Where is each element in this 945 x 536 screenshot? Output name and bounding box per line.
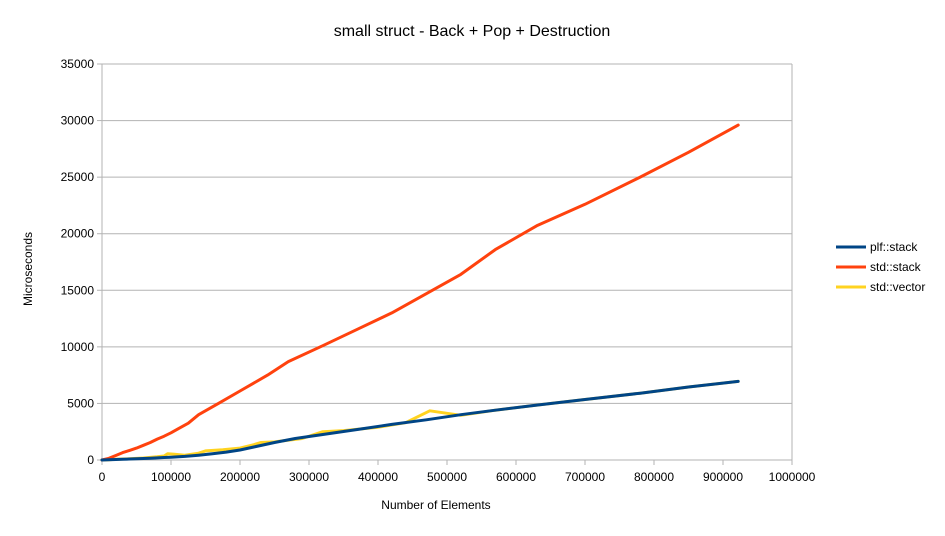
x-tick-label-0: 0 bbox=[99, 470, 106, 484]
x-tick-label-10: 1000000 bbox=[769, 470, 816, 484]
x-tick-label-8: 800000 bbox=[634, 470, 674, 484]
x-tick-label-3: 300000 bbox=[289, 470, 329, 484]
y-tick-label-5: 25000 bbox=[61, 170, 95, 184]
x-tick-label-2: 200000 bbox=[220, 470, 260, 484]
x-tick-label-4: 400000 bbox=[358, 470, 398, 484]
y-axis-label: Microseconds bbox=[21, 232, 35, 306]
y-tick-label-0: 0 bbox=[87, 453, 94, 467]
legend-label-std-stack: std::stack bbox=[870, 260, 922, 274]
series-line-plf-stack bbox=[100, 379, 740, 462]
x-tick-label-9: 900000 bbox=[703, 470, 743, 484]
y-tick-label-6: 30000 bbox=[61, 114, 95, 128]
x-tick-label-6: 600000 bbox=[496, 470, 536, 484]
legend-label-plf-stack: plf::stack bbox=[870, 240, 918, 254]
y-tick-label-3: 15000 bbox=[61, 283, 95, 297]
plot-area: 0 5000 10000 15000 20000 25000 30000 35000 0 1000… bbox=[61, 57, 816, 484]
x-tick-label-1: 100000 bbox=[151, 470, 191, 484]
x-axis-label: Number of Elements bbox=[381, 498, 490, 512]
chart-title: small struct - Back + Pop + Destruction bbox=[334, 23, 611, 40]
series-line-std-stack bbox=[100, 123, 740, 462]
x-tick-label-5: 500000 bbox=[427, 470, 467, 484]
y-tick-label-2: 10000 bbox=[61, 340, 95, 354]
y-tick-label-1: 5000 bbox=[67, 396, 94, 410]
legend-label-std-vector: std::vector bbox=[870, 280, 925, 294]
y-tick-label-4: 20000 bbox=[61, 227, 95, 241]
y-tick-label-7: 35000 bbox=[61, 57, 95, 71]
x-tick-label-7: 700000 bbox=[565, 470, 605, 484]
